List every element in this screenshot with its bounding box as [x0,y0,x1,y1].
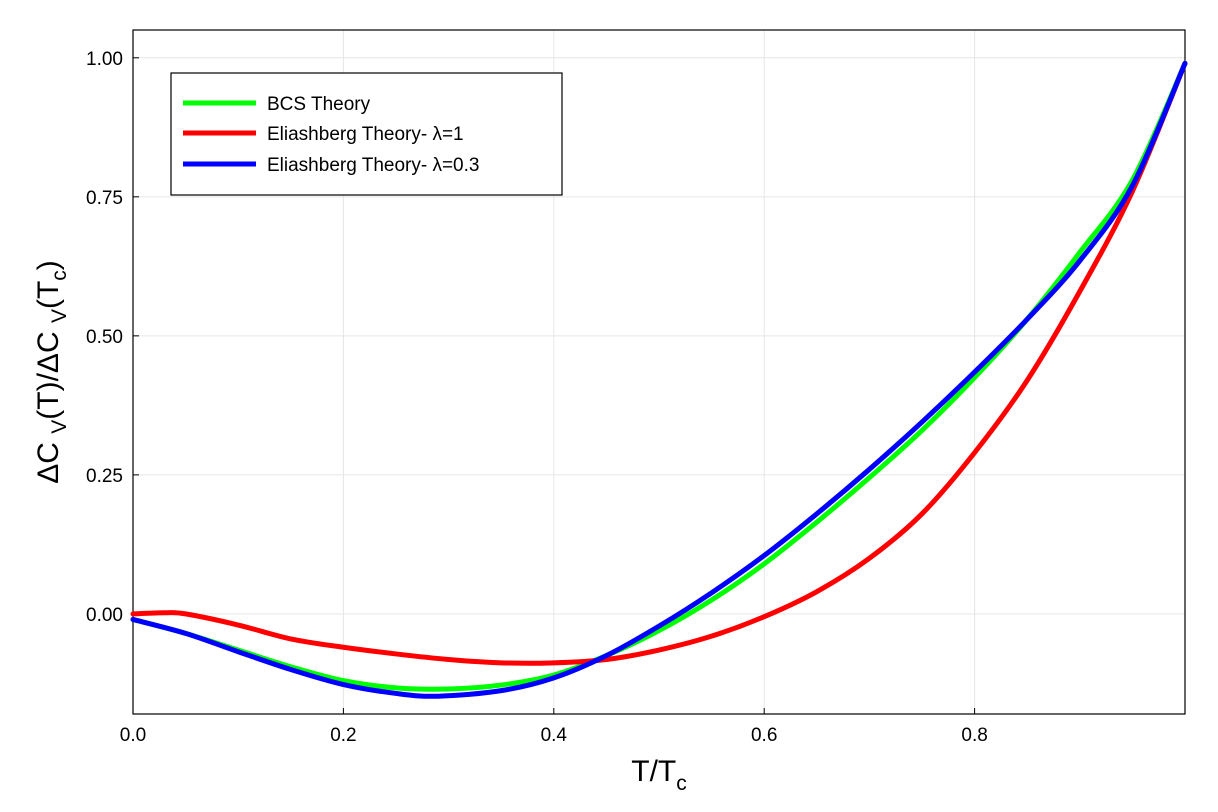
y-axis-label: ΔC V(T)/ΔC V(Tc) [32,260,71,484]
y-axis-label-sub: c [48,270,71,281]
y-axis-label-sub: V [48,309,71,323]
legend-label-bcs: BCS Theory [267,94,371,115]
x-axis-label-sub: c [676,772,687,795]
plot-frame [132,29,1186,715]
x-tick-label: 0.4 [541,725,568,746]
series-line-eliashberg-03 [130,60,1188,699]
y-axis-label-part: (T [32,281,65,309]
x-tick-label: 0.2 [330,725,356,746]
x-tick-label: 0.0 [120,725,146,746]
x-tick-label: 0.8 [961,725,987,746]
y-tick-label: 0.25 [86,466,123,487]
legend-box [170,72,563,196]
series-line-eliashberg-1 [130,60,1188,666]
legend-label-eliashberg-1: Eliashberg Theory- λ=1 [267,124,464,145]
axis-ticks: 0.0 0.2 0.4 0.6 0.8 0.00 0.25 0.50 0.75 1.00 [86,49,988,746]
y-tick-label: 0.00 [86,605,123,626]
x-tick-label: 0.6 [751,725,777,746]
legend-label-eliashberg-03: Eliashberg Theory- λ=0.3 [267,155,479,176]
y-tick-label: 0.50 [86,327,123,348]
y-tick-label: 1.00 [86,49,123,70]
y-axis-label-part: ΔC [32,434,65,484]
series-lines [130,60,1188,699]
legend: BCS Theory Eliashberg Theory- λ=1 Eliash… [170,72,563,196]
y-axis-label-part: (T)/ΔC [32,323,65,420]
x-axis-label-main: T/T [631,755,676,788]
y-axis-label-sub: V [48,420,71,434]
y-tick-label: 0.75 [86,188,123,209]
x-axis-label: T/Tc [631,755,687,795]
y-axis-label-part: ) [32,260,65,270]
